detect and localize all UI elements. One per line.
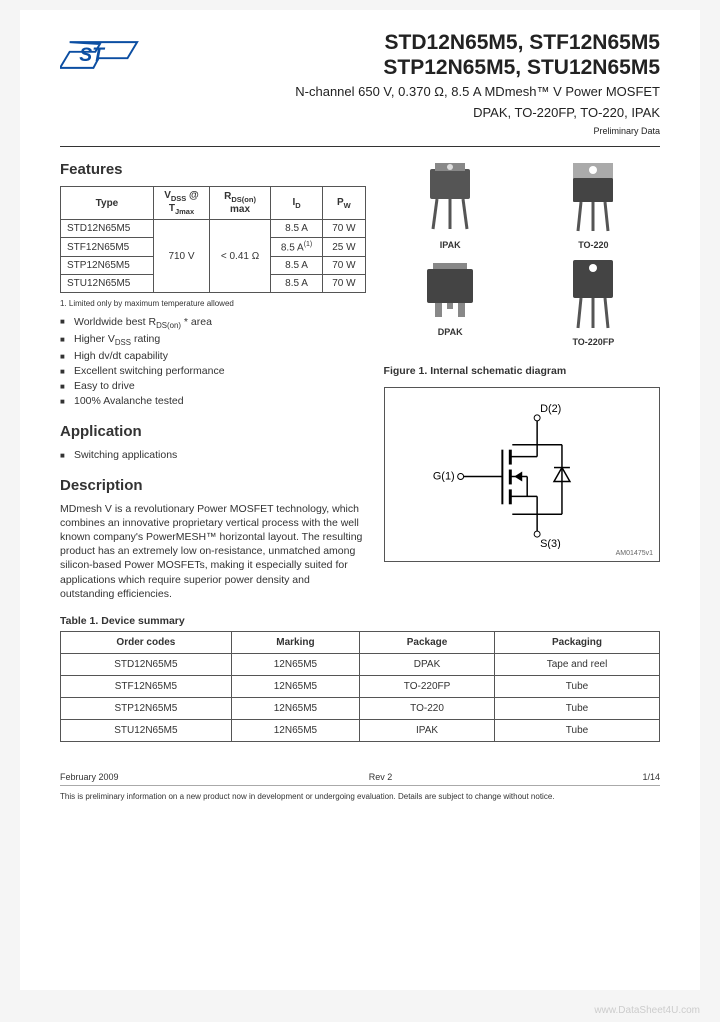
application-heading: Application	[60, 423, 366, 440]
application-bullets: Switching applications	[60, 448, 366, 463]
feature-bullet: High dv/dt capability	[60, 349, 366, 364]
features-td: STU12N65M5	[61, 275, 154, 293]
feature-bullets: Worldwide best RDS(on) * area Higher VDS…	[60, 314, 366, 408]
st-logo: ST	[60, 30, 160, 83]
features-td: 70 W	[323, 220, 365, 238]
preliminary-label: Preliminary Data	[160, 126, 660, 136]
description-text: MDmesh V is a revolutionary Power MOSFET…	[60, 502, 366, 601]
features-footnote: 1. Limited only by maximum temperature a…	[60, 299, 366, 308]
features-td: < 0.41 Ω	[210, 220, 271, 293]
features-td: STD12N65M5	[61, 220, 154, 238]
device-td: DPAK	[360, 653, 495, 675]
application-bullet: Switching applications	[60, 448, 366, 463]
package-to220: TO-220	[527, 161, 660, 250]
header-rule	[60, 146, 660, 147]
features-td: 710 V	[153, 220, 209, 293]
pin-d-label: D(2)	[540, 403, 561, 415]
svg-text:ST: ST	[79, 45, 106, 66]
device-td: Tube	[495, 719, 660, 741]
title-block: STD12N65M5, STF12N65M5 STP12N65M5, STU12…	[160, 30, 660, 136]
device-td: IPAK	[360, 719, 495, 741]
footer: February 2009 Rev 2 1/14	[60, 772, 660, 786]
package-label: DPAK	[384, 327, 517, 337]
table-row: STD12N65M5 12N65M5 DPAK Tape and reel	[61, 653, 660, 675]
features-th-pw: PW	[323, 187, 365, 220]
description-heading: Description	[60, 477, 366, 494]
footer-date: February 2009	[60, 772, 119, 782]
table1-title: Table 1. Device summary	[60, 615, 660, 627]
main-columns: Features Type VDSS @TJmax RDS(on)max ID …	[60, 161, 660, 601]
features-table: Type VDSS @TJmax RDS(on)max ID PW STD12N…	[60, 186, 366, 293]
feature-bullet: Excellent switching performance	[60, 364, 366, 379]
device-th: Package	[360, 631, 495, 653]
device-th: Order codes	[61, 631, 232, 653]
device-td: Tube	[495, 697, 660, 719]
device-td: 12N65M5	[231, 719, 359, 741]
table-row: STP12N65M5 12N65M5 TO-220 Tube	[61, 697, 660, 719]
subtitle-line1: N-channel 650 V, 0.370 Ω, 8.5 A MDmesh™ …	[160, 84, 660, 101]
features-td: 70 W	[323, 275, 365, 293]
device-td: STD12N65M5	[61, 653, 232, 675]
header: ST STD12N65M5, STF12N65M5 STP12N65M5, ST…	[60, 30, 660, 136]
device-td: STP12N65M5	[61, 697, 232, 719]
pin-s-label: S(3)	[540, 538, 561, 549]
right-column: IPAK TO-220	[384, 161, 660, 601]
features-th-type: Type	[61, 187, 154, 220]
device-td: 12N65M5	[231, 697, 359, 719]
device-th: Marking	[231, 631, 359, 653]
features-td: 8.5 A	[270, 257, 322, 275]
pin-g-label: G(1)	[432, 471, 454, 483]
device-td: Tube	[495, 675, 660, 697]
schematic-diagram: D(2)	[384, 387, 660, 562]
datasheet-page: ST STD12N65M5, STF12N65M5 STP12N65M5, ST…	[20, 10, 700, 990]
features-td: STF12N65M5	[61, 238, 154, 257]
footer-disclaimer: This is preliminary information on a new…	[60, 792, 660, 802]
table-row: STU12N65M5 12N65M5 IPAK Tube	[61, 719, 660, 741]
device-td: Tape and reel	[495, 653, 660, 675]
features-td: STP12N65M5	[61, 257, 154, 275]
device-td: TO-220FP	[360, 675, 495, 697]
figure1-title: Figure 1. Internal schematic diagram	[384, 365, 660, 377]
features-th-vdss: VDSS @TJmax	[153, 187, 209, 220]
schematic-id: AM01475v1	[616, 550, 653, 557]
left-column: Features Type VDSS @TJmax RDS(on)max ID …	[60, 161, 366, 601]
device-td: STU12N65M5	[61, 719, 232, 741]
device-th: Packaging	[495, 631, 660, 653]
device-td: TO-220	[360, 697, 495, 719]
features-td: 8.5 A	[270, 275, 322, 293]
feature-bullet: 100% Avalanche tested	[60, 394, 366, 409]
device-td: 12N65M5	[231, 653, 359, 675]
feature-bullet: Higher VDSS rating	[60, 332, 366, 349]
watermark-bottom: www.DataSheet4U.com	[594, 1005, 700, 1016]
device-td: STF12N65M5	[61, 675, 232, 697]
package-label: TO-220FP	[527, 337, 660, 347]
footer-rev: Rev 2	[369, 772, 393, 782]
package-dpak: DPAK	[384, 258, 517, 347]
features-th-id: ID	[270, 187, 322, 220]
features-td: 8.5 A(1)	[270, 238, 322, 257]
features-td: 25 W	[323, 238, 365, 257]
package-to220fp: TO-220FP	[527, 258, 660, 347]
device-td: 12N65M5	[231, 675, 359, 697]
device-summary-table: Order codes Marking Package Packaging ST…	[60, 631, 660, 742]
package-label: TO-220	[527, 240, 660, 250]
subtitle-line2: DPAK, TO-220FP, TO-220, IPAK	[160, 105, 660, 122]
feature-bullet: Easy to drive	[60, 379, 366, 394]
features-td: 8.5 A	[270, 220, 322, 238]
part-numbers-line1: STD12N65M5, STF12N65M5	[160, 30, 660, 55]
features-th-rds: RDS(on)max	[210, 187, 271, 220]
feature-bullet: Worldwide best RDS(on) * area	[60, 314, 366, 331]
package-ipak: IPAK	[384, 161, 517, 250]
part-numbers-line2: STP12N65M5, STU12N65M5	[160, 55, 660, 80]
features-td: 70 W	[323, 257, 365, 275]
features-heading: Features	[60, 161, 366, 178]
table-row: STF12N65M5 12N65M5 TO-220FP Tube	[61, 675, 660, 697]
package-label: IPAK	[384, 240, 517, 250]
footer-page: 1/14	[642, 772, 660, 782]
packages-grid: IPAK TO-220	[384, 161, 660, 347]
